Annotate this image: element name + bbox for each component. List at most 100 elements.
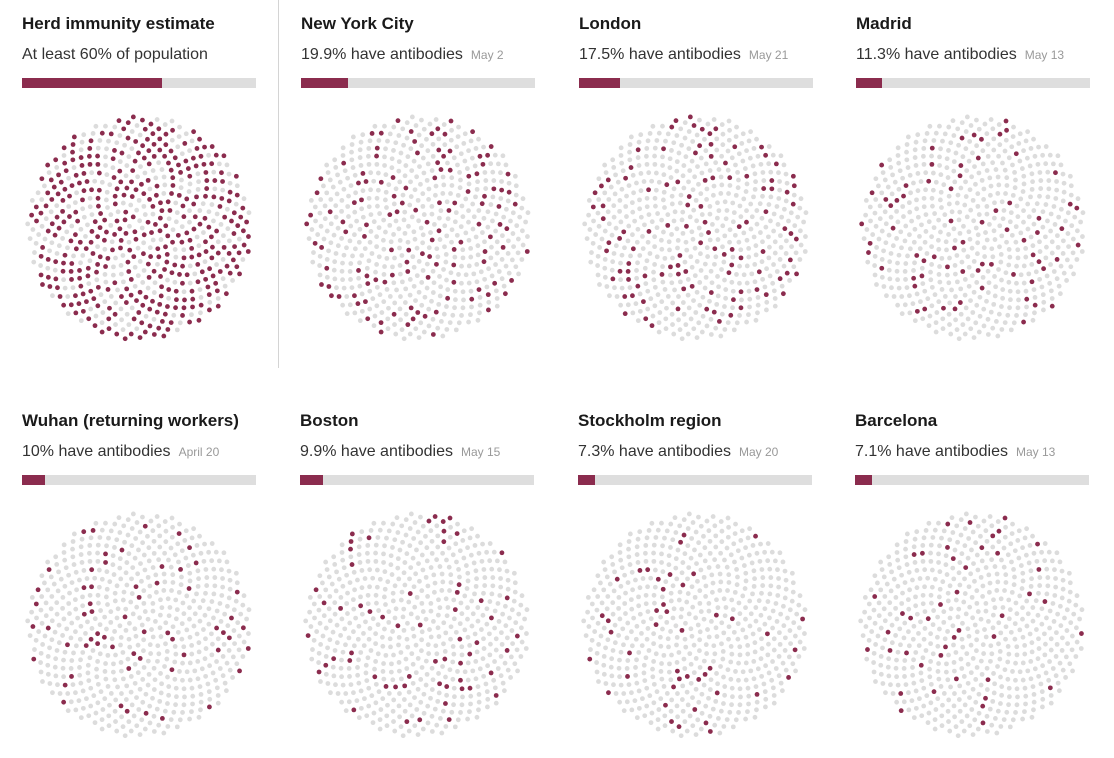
dot-negative <box>390 590 396 596</box>
dot-positive <box>99 130 105 136</box>
dot-negative <box>411 633 417 639</box>
dot-negative <box>985 316 991 322</box>
dot-negative <box>466 280 472 286</box>
dot-negative <box>674 226 680 232</box>
dot-negative <box>1045 169 1051 175</box>
dot-negative <box>335 225 341 231</box>
dot-negative <box>409 713 415 719</box>
dot-negative <box>438 208 444 214</box>
dot-negative <box>474 186 480 192</box>
dot-negative <box>930 170 936 176</box>
dot-negative <box>881 574 887 580</box>
dot-negative <box>918 299 923 305</box>
dot-negative <box>994 571 1000 577</box>
dot-negative <box>681 517 687 523</box>
dot-negative <box>334 622 340 628</box>
dot-negative <box>1074 257 1080 262</box>
dot-circle <box>25 114 252 342</box>
dot-negative <box>79 536 85 542</box>
dot-negative <box>112 629 117 634</box>
dot-negative <box>921 146 927 151</box>
dot-negative <box>588 259 594 265</box>
dot-positive <box>980 720 986 726</box>
dot-positive <box>60 268 66 274</box>
dot-negative <box>915 214 921 220</box>
dot-negative <box>622 601 628 606</box>
dot-negative <box>984 729 990 734</box>
dot-negative <box>99 717 105 723</box>
dot-negative <box>1031 550 1037 556</box>
dot-negative <box>95 700 101 706</box>
dot-negative <box>928 558 934 564</box>
dot-positive <box>738 305 744 311</box>
dot-positive <box>83 246 89 251</box>
dot-negative <box>370 720 376 726</box>
dot-negative <box>420 232 426 238</box>
chart-subtitle-row: 7.1% have antibodies May 13 <box>855 443 1055 461</box>
dot-positive <box>137 289 143 295</box>
dot-negative <box>749 214 755 220</box>
dot-negative <box>693 686 699 692</box>
dot-negative <box>770 608 776 614</box>
dot-negative <box>405 644 411 650</box>
dot-negative <box>1065 231 1071 236</box>
dot-negative <box>623 590 628 596</box>
dot-negative <box>129 305 135 311</box>
dot-negative <box>1006 651 1012 657</box>
dot-negative <box>381 594 387 600</box>
dot-negative <box>381 299 387 305</box>
dot-positive <box>68 238 74 244</box>
dot-negative <box>364 678 370 684</box>
dot-positive <box>684 223 689 229</box>
dot-negative <box>1054 630 1059 636</box>
dot-negative <box>927 666 932 672</box>
dot-negative <box>370 575 376 581</box>
dot-negative <box>84 576 90 581</box>
dot-negative <box>646 170 652 176</box>
dot-negative <box>128 599 134 605</box>
dot-negative <box>45 654 51 659</box>
dot-negative <box>942 222 948 228</box>
dot-negative <box>1002 148 1008 154</box>
dot-positive <box>48 177 54 183</box>
dot-negative <box>407 576 412 582</box>
dot-negative <box>346 666 352 671</box>
progress-bar-fill <box>856 78 883 88</box>
dot-negative <box>964 114 970 120</box>
dot-negative <box>703 274 709 280</box>
dot-positive <box>130 168 136 173</box>
dot-negative <box>601 654 607 659</box>
dot-positive <box>451 279 457 285</box>
dot-negative <box>421 126 427 132</box>
dot-negative <box>677 279 683 285</box>
dot-positive <box>77 239 83 245</box>
dot-negative <box>907 172 913 178</box>
dot-negative <box>878 662 884 668</box>
dot-negative <box>1066 244 1071 250</box>
dot-negative <box>110 272 116 278</box>
dot-negative <box>759 567 765 572</box>
dot-negative <box>880 170 886 175</box>
dot-negative <box>690 695 695 701</box>
dot-negative <box>400 192 406 198</box>
dot-positive <box>125 120 131 126</box>
dot-negative <box>697 648 702 654</box>
dot-negative <box>391 232 396 237</box>
dot-negative <box>451 702 456 708</box>
dot-positive <box>702 219 708 225</box>
chart-title: London <box>579 14 642 33</box>
dot-negative <box>472 163 478 169</box>
dot-positive <box>133 584 139 590</box>
dot-negative <box>339 236 344 241</box>
dot-negative <box>135 273 141 279</box>
dot-negative <box>934 634 940 640</box>
dot-negative <box>412 236 418 242</box>
dot-positive <box>442 131 448 137</box>
dot-negative <box>471 214 477 220</box>
dot-negative <box>31 259 37 265</box>
dot-negative <box>452 288 458 294</box>
dot-negative <box>407 292 413 298</box>
dot-negative <box>901 699 907 705</box>
dot-negative <box>340 649 346 655</box>
dot-negative <box>918 179 924 184</box>
